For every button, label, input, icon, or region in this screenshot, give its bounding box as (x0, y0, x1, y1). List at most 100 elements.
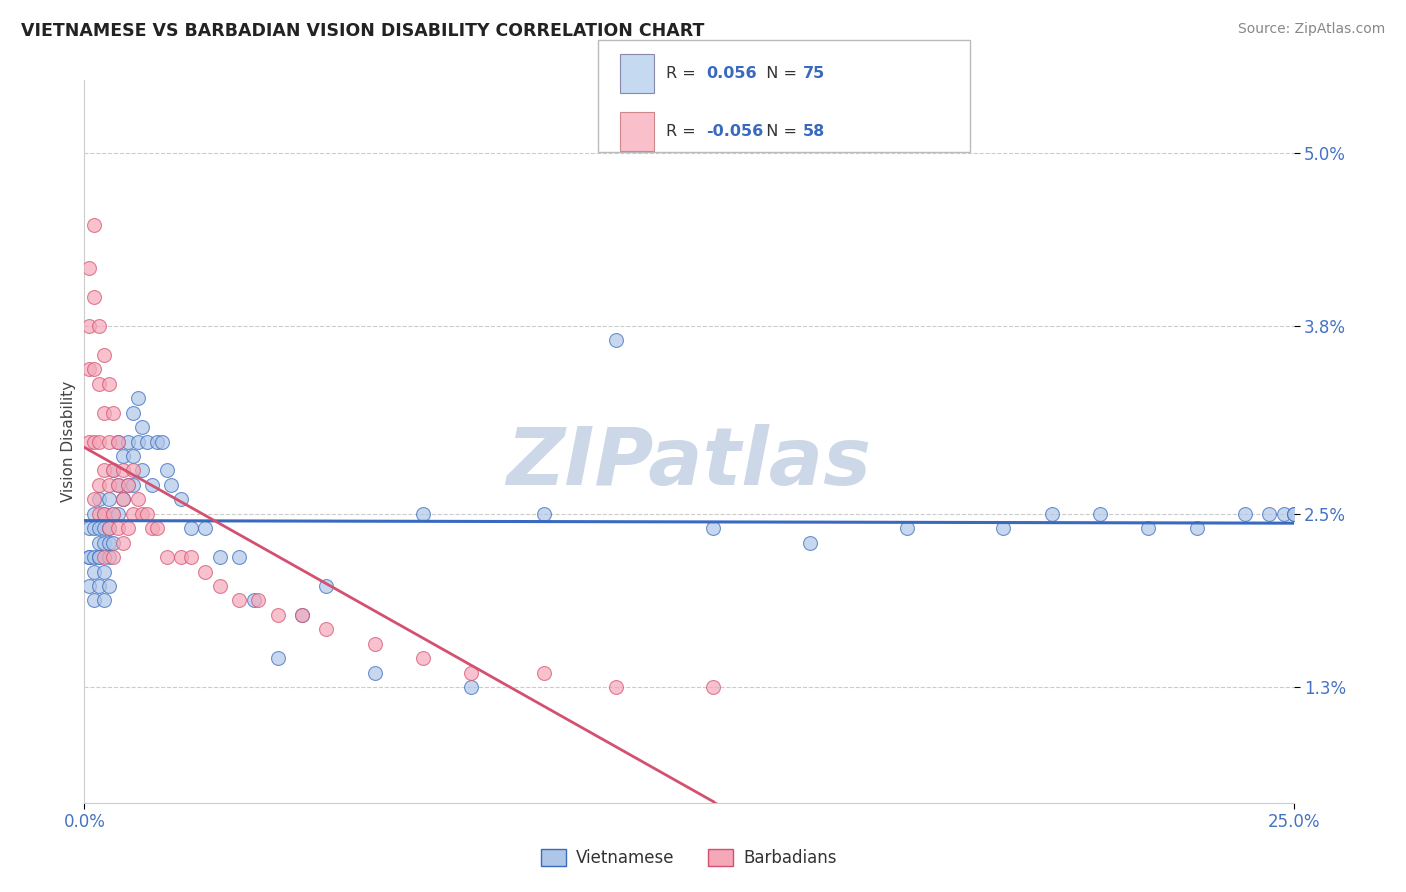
Point (112, 492, 135, 507)
Point (77, 318, 100, 333)
Point (121, 507, 143, 521)
Text: R =: R = (666, 66, 702, 80)
Point (87, 492, 110, 507)
Point (247, 593, 270, 607)
Point (155, 463, 177, 477)
Point (1282, 507, 1305, 521)
Point (228, 550, 250, 565)
Point (412, 651, 434, 665)
Point (83, 218, 105, 232)
Text: 58: 58 (803, 124, 825, 138)
Point (127, 434, 149, 449)
Point (141, 478, 163, 492)
Text: N =: N = (756, 66, 803, 80)
Point (242, 593, 264, 607)
Point (83, 565, 105, 579)
Point (1282, 507, 1305, 521)
Point (1040, 507, 1063, 521)
Point (87, 434, 110, 449)
Point (412, 507, 434, 521)
Point (267, 607, 290, 622)
Point (103, 463, 125, 477)
Point (533, 665, 555, 680)
Point (460, 680, 482, 694)
Point (112, 463, 135, 477)
Point (1258, 507, 1281, 521)
Point (103, 463, 125, 477)
Point (83, 492, 105, 507)
Point (141, 521, 163, 535)
Point (97, 579, 120, 593)
Point (180, 550, 202, 565)
Point (103, 507, 125, 521)
Point (291, 607, 314, 622)
Point (83, 550, 105, 565)
Legend: Vietnamese, Barbadians: Vietnamese, Barbadians (541, 848, 837, 867)
Point (83, 362, 105, 376)
Point (83, 434, 105, 449)
Point (146, 521, 169, 535)
Point (97, 550, 120, 565)
Point (117, 434, 139, 449)
Y-axis label: Vision Disability: Vision Disability (60, 381, 76, 502)
Point (605, 334, 627, 348)
Point (87, 376, 110, 391)
Point (83, 290, 105, 304)
Point (87, 478, 110, 492)
Point (97, 535, 120, 549)
Point (533, 507, 555, 521)
Point (107, 507, 129, 521)
Point (97, 521, 120, 535)
Point (97, 492, 120, 507)
Text: R =: R = (666, 124, 702, 138)
Point (194, 565, 217, 579)
Point (93, 463, 115, 477)
Text: ZIPatlas: ZIPatlas (506, 425, 872, 502)
Text: N =: N = (756, 124, 803, 138)
Text: VIETNAMESE VS BARBADIAN VISION DISABILITY CORRELATION CHART: VIETNAMESE VS BARBADIAN VISION DISABILIT… (21, 22, 704, 40)
Point (1185, 521, 1208, 535)
Point (136, 434, 159, 449)
Point (460, 665, 482, 680)
Point (77, 550, 100, 565)
Point (87, 579, 110, 593)
Point (127, 391, 149, 405)
Text: -0.056: -0.056 (706, 124, 763, 138)
Point (87, 535, 110, 549)
Point (1234, 507, 1257, 521)
Point (107, 521, 129, 535)
Point (121, 463, 143, 477)
Point (131, 463, 153, 477)
Point (127, 492, 149, 507)
Point (77, 362, 100, 376)
Point (103, 406, 125, 420)
Point (208, 579, 231, 593)
Point (131, 507, 153, 521)
Point (107, 434, 129, 449)
Point (146, 434, 169, 449)
Point (107, 478, 129, 492)
Point (993, 521, 1015, 535)
Point (155, 550, 177, 565)
Point (93, 593, 115, 607)
Text: 0.056: 0.056 (706, 66, 756, 80)
Point (83, 507, 105, 521)
Point (93, 550, 115, 565)
Point (121, 406, 143, 420)
Point (136, 507, 159, 521)
Point (93, 535, 115, 549)
Point (97, 478, 120, 492)
Point (315, 579, 337, 593)
Point (103, 550, 125, 565)
Point (93, 406, 115, 420)
Point (97, 434, 120, 449)
Point (363, 665, 385, 680)
Point (103, 535, 125, 549)
Point (77, 521, 100, 535)
Point (83, 521, 105, 535)
Point (87, 318, 110, 333)
Point (97, 521, 120, 535)
Point (93, 507, 115, 521)
Point (1272, 507, 1295, 521)
Point (160, 478, 183, 492)
